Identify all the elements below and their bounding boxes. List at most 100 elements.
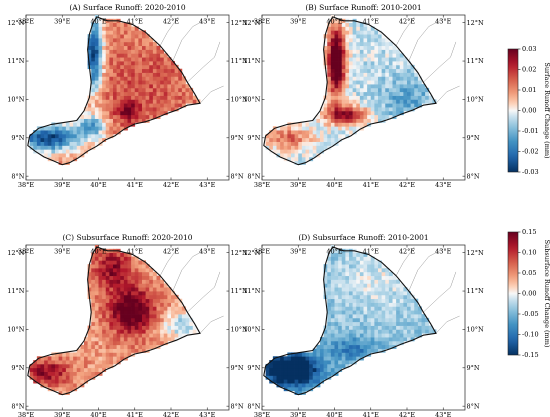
heatmap-cell [392,76,397,81]
heatmap-cell [127,41,132,47]
heatmap-cell [374,68,379,73]
heatmap-cell [334,137,339,142]
x-tick-label-top: 38°E [254,248,271,256]
heatmap-cell [145,271,150,277]
heatmap-cell [109,321,114,326]
heatmap-cell [44,371,49,376]
heatmap-cell [178,302,183,307]
heatmap-cell [145,325,150,330]
heatmap-cell [323,360,328,365]
heatmap-cell [334,95,339,100]
heatmap-cell [345,103,350,108]
heatmap-cell [283,130,288,135]
heatmap-cell [338,252,343,257]
heatmap-cell [323,110,328,116]
heatmap-cell [414,329,419,334]
heatmap-cell [356,275,361,280]
heatmap-cell [374,271,379,277]
heatmap-cell [399,72,404,77]
heatmap-cell [29,137,34,142]
panel-title: (B) Surface Runoff: 2010-2001 [305,3,421,12]
heatmap-cell [414,325,419,330]
heatmap-cell [91,22,96,27]
heatmap-cell [356,34,361,39]
heatmap-cell [113,317,117,323]
heatmap-cell [105,26,110,31]
heatmap-cell [291,360,295,365]
heatmap-cell [301,149,306,154]
heatmap-cell [145,41,150,47]
heatmap-cell [345,340,350,346]
heatmap-cell [134,61,139,66]
heatmap-cell [138,302,143,307]
heatmap-cell [36,371,41,376]
heatmap-cell [363,352,368,357]
heatmap-cell [312,153,317,158]
heatmap-cell [123,306,128,311]
heatmap-cell [113,340,117,346]
heatmap-cell [287,133,292,139]
heatmap-cell [131,325,136,330]
heatmap-cell [94,45,99,50]
heatmap-cell [396,325,401,330]
heatmap-cell [370,321,375,326]
heatmap-cell [65,141,70,146]
heatmap-cell [134,325,139,330]
heatmap-cell [338,356,343,361]
heatmap-cell [381,264,386,269]
heatmap-cell [152,340,157,346]
heatmap-cell [44,356,49,361]
heatmap-cell [156,84,161,89]
heatmap-cell [58,367,63,372]
heatmap-cell [76,363,81,369]
heatmap-cell [171,99,175,104]
heatmap-cell [330,68,335,73]
heatmap-cell [142,57,146,62]
x-tick-label-top: 43°E [435,18,452,26]
heatmap-cell [185,84,190,89]
heatmap-cell [370,84,375,89]
heatmap-cell [152,64,157,70]
heatmap-cell [131,310,136,315]
heatmap-cell [142,72,146,77]
heatmap-cell [105,352,110,357]
heatmap-cell [87,122,92,127]
heatmap-cell [113,45,117,50]
heatmap-cell [367,260,372,265]
heatmap-cell [298,352,303,357]
heatmap-cell [84,118,88,123]
heatmap-cell [291,375,295,380]
heatmap-cell [109,22,114,27]
heatmap-cell [138,95,143,100]
heatmap-cell [388,72,393,77]
heatmap-cell [327,84,332,89]
heatmap-cell [123,325,128,330]
heatmap-cell [291,371,295,376]
heatmap-cell [345,337,350,342]
heatmap-cell [396,61,401,66]
heatmap-cell [272,145,277,150]
heatmap-cell [305,137,310,142]
heatmap-cell [84,379,88,384]
heatmap-cell [91,64,96,70]
heatmap-cell [142,310,146,315]
heatmap-cell [109,61,114,66]
heatmap-cell [349,317,353,323]
heatmap-cell [134,72,139,77]
heatmap-cell [370,76,375,81]
heatmap-cell [349,76,353,81]
heatmap-cell [330,103,335,108]
heatmap-cell [381,84,386,89]
heatmap-cell [323,145,328,150]
heatmap-cell [385,84,390,89]
heatmap-cell [399,317,404,323]
heatmap-cell [127,302,132,307]
heatmap-cell [102,314,107,319]
heatmap-cell [152,275,157,280]
heatmap-cell [145,72,150,77]
heatmap-cell [145,321,150,326]
heatmap-cell [334,45,339,50]
heatmap-cell [102,84,107,89]
heatmap-cell [381,114,386,119]
heatmap-cell [113,268,117,273]
